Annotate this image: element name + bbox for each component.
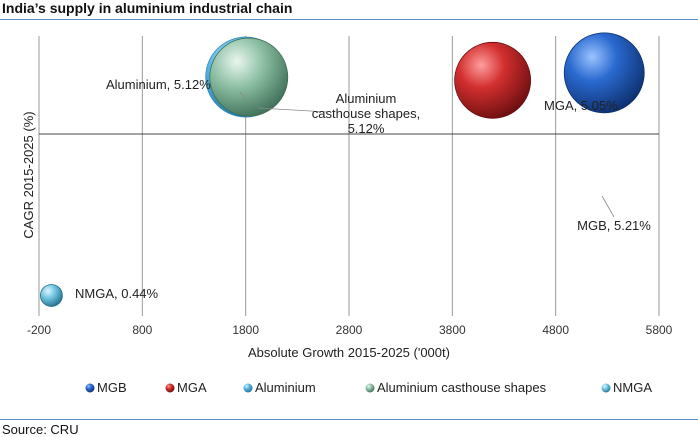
legend-label-mgb: MGB bbox=[97, 380, 127, 395]
legend-label-nmga: NMGA bbox=[613, 380, 652, 395]
legend-label-aluminium: Aluminium bbox=[255, 380, 316, 395]
data-label: NMGA, 0.44% bbox=[75, 286, 159, 301]
x-axis-label: Absolute Growth 2015-2025 ('000t) bbox=[248, 345, 450, 360]
leader-line bbox=[601, 195, 615, 218]
data-label: MGA, 5.05% bbox=[544, 98, 618, 113]
bubble-aluminium-casthouse-shapes bbox=[209, 37, 289, 117]
data-label: MGB, 5.21% bbox=[577, 218, 651, 233]
x-tick-label: -200 bbox=[27, 323, 51, 337]
x-tick-label: 4800 bbox=[542, 323, 569, 337]
source-rule bbox=[0, 419, 698, 420]
bubble-mga bbox=[454, 41, 532, 119]
title-rule bbox=[0, 19, 698, 20]
x-tick-label: 5800 bbox=[646, 323, 673, 337]
x-tick-label: 2800 bbox=[336, 323, 363, 337]
data-label-line: 5.12% bbox=[348, 121, 385, 136]
legend-label-aluminium-casthouse-shapes: Aluminium casthouse shapes bbox=[377, 380, 547, 395]
leader-line bbox=[257, 107, 329, 113]
bubble-mgb bbox=[563, 32, 645, 114]
legend-marker-nmga bbox=[601, 383, 611, 393]
legend-marker-mgb bbox=[85, 383, 95, 393]
legend-label-mga: MGA bbox=[177, 380, 207, 395]
data-label-line: Aluminium bbox=[336, 91, 397, 106]
chart-title: India’s supply in aluminium industrial c… bbox=[2, 0, 293, 16]
x-tick-label: 3800 bbox=[439, 323, 466, 337]
leader-line bbox=[239, 91, 247, 101]
source-note: Source: CRU bbox=[2, 422, 79, 437]
y-axis-label: CAGR 2015-2025 (%) bbox=[21, 111, 36, 238]
data-label: Aluminium, 5.12% bbox=[106, 77, 211, 92]
legend-marker-aluminium bbox=[243, 383, 253, 393]
data-label: Aluminium casthouse shapes, 5.12% bbox=[312, 91, 420, 136]
bubble-nmga bbox=[40, 284, 63, 307]
x-tick-label: 1800 bbox=[232, 323, 259, 337]
x-tick-label: 800 bbox=[132, 323, 152, 337]
legend-marker-mga bbox=[165, 383, 175, 393]
legend-marker-aluminium-casthouse-shapes bbox=[365, 383, 375, 393]
data-label-line: casthouse shapes, bbox=[312, 106, 420, 121]
